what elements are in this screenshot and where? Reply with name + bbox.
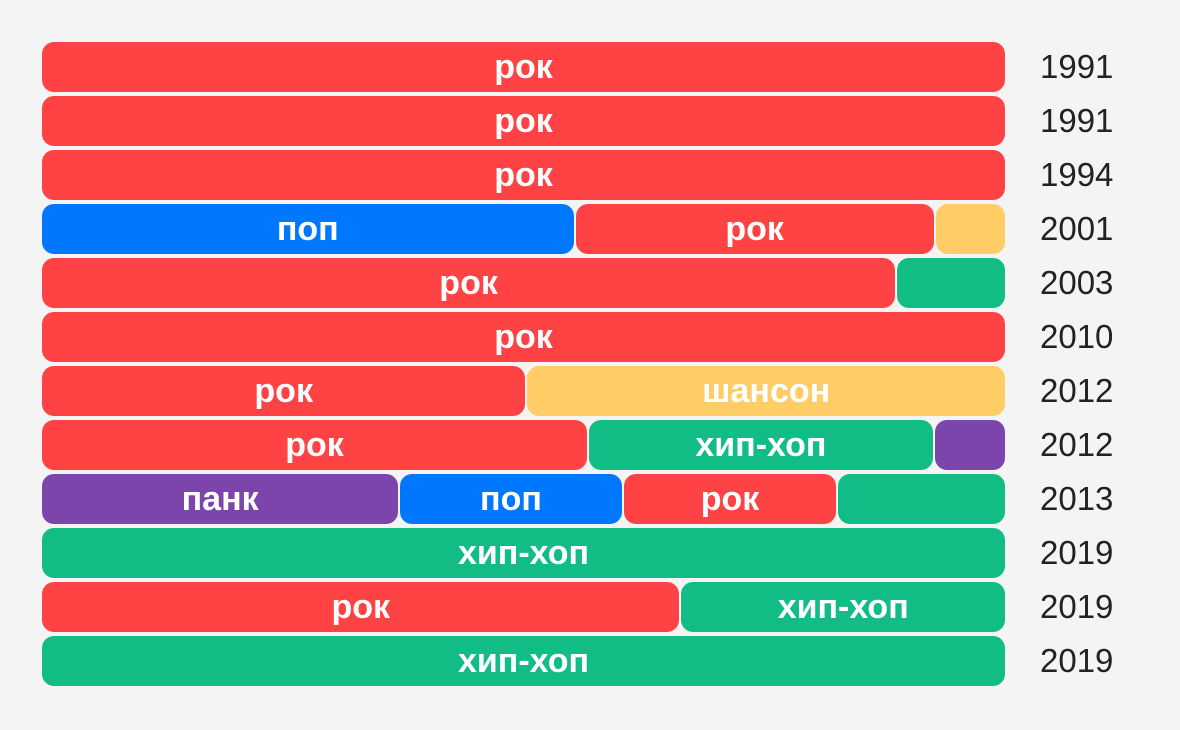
- bar-segment-поп: поп: [400, 474, 622, 524]
- bar-segment-хип-хоп: [897, 258, 1005, 308]
- year-label: 2019: [1040, 534, 1114, 571]
- bar-segment-хип-хоп: хип-хоп: [42, 636, 1005, 686]
- chart-row: рок 1991: [42, 42, 1142, 92]
- year-label: 1991: [1040, 48, 1114, 85]
- bar-segment-рок: рок: [623, 474, 837, 524]
- chart-row: поп рок 2001: [42, 204, 1142, 254]
- chart-row: панк поп рок 2013: [42, 474, 1142, 524]
- year-label: 2013: [1040, 480, 1114, 517]
- bar-segment-рок: рок: [42, 366, 526, 416]
- year-label: 2010: [1040, 318, 1114, 355]
- bar-segment-хип-хоп: [838, 474, 1005, 524]
- year-label: 2012: [1040, 426, 1114, 463]
- bar-segment-панк: [934, 420, 1005, 470]
- year-label: 2012: [1040, 372, 1114, 409]
- year-label: 1994: [1040, 156, 1114, 193]
- bar-segment-рок: рок: [42, 258, 896, 308]
- bar-segment-поп: поп: [42, 204, 574, 254]
- chart-row: рок хип-хоп 2019: [42, 582, 1142, 632]
- genre-stacked-bar-chart: рок 1991 рок 1991 рок 1994 поп рок 2001 рок 2003 ро…: [42, 42, 1142, 692]
- chart-row: рок 1994: [42, 150, 1142, 200]
- chart-row: рок 1991: [42, 96, 1142, 146]
- bar-segment-хип-хоп: хип-хоп: [681, 582, 1005, 632]
- bar-segment-шансон: [935, 204, 1005, 254]
- bar-segment-хип-хоп: хип-хоп: [42, 528, 1005, 578]
- year-label: 2019: [1040, 588, 1114, 625]
- bar-segment-рок: рок: [42, 312, 1005, 362]
- chart-row: рок 2010: [42, 312, 1142, 362]
- chart-row: хип-хоп 2019: [42, 636, 1142, 686]
- bar-segment-шансон: шансон: [527, 366, 1005, 416]
- bar-segment-рок: рок: [575, 204, 934, 254]
- bar-segment-рок: рок: [42, 420, 588, 470]
- chart-row: рок шансон 2012: [42, 366, 1142, 416]
- chart-row: рок хип-хоп 2012: [42, 420, 1142, 470]
- year-label: 2001: [1040, 210, 1114, 247]
- year-label: 2019: [1040, 642, 1114, 679]
- chart-row: рок 2003: [42, 258, 1142, 308]
- bar-segment-рок: рок: [42, 150, 1005, 200]
- year-label: 2003: [1040, 264, 1114, 301]
- bar-segment-хип-хоп: хип-хоп: [589, 420, 933, 470]
- bar-segment-рок: рок: [42, 582, 680, 632]
- chart-row: хип-хоп 2019: [42, 528, 1142, 578]
- year-label: 1991: [1040, 102, 1114, 139]
- bar-segment-рок: рок: [42, 42, 1005, 92]
- bar-segment-панк: панк: [42, 474, 399, 524]
- bar-segment-рок: рок: [42, 96, 1005, 146]
